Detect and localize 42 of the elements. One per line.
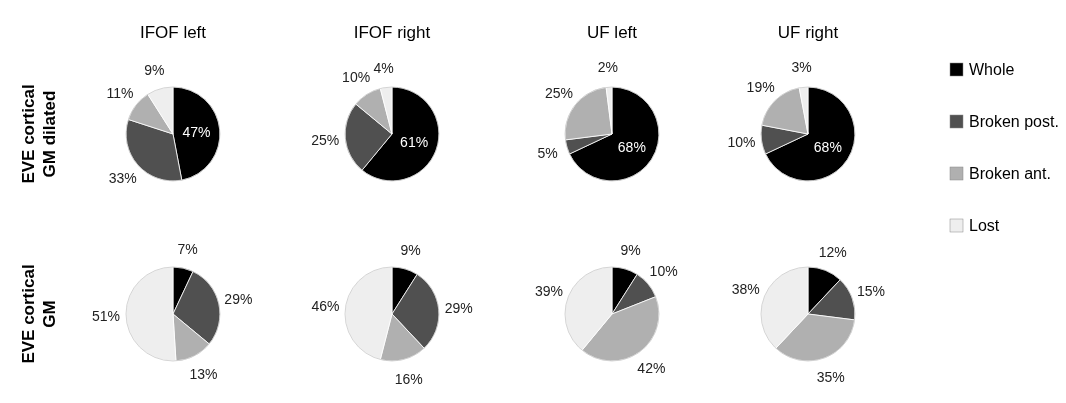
legend-label: Whole <box>969 61 1015 78</box>
data-label: 3% <box>791 59 812 76</box>
data-label: 29% <box>224 291 253 308</box>
data-label: 13% <box>189 365 218 382</box>
data-label: 10% <box>649 263 678 280</box>
legend-label: Lost <box>969 217 1000 234</box>
legend-label: Broken post. <box>969 113 1059 130</box>
data-label: 4% <box>373 59 394 76</box>
chart-title: IFOF right <box>353 23 431 42</box>
data-label: 25% <box>311 132 340 149</box>
data-label: 10% <box>727 134 756 151</box>
data-label: 42% <box>637 360 666 377</box>
data-label: 68% <box>813 138 842 155</box>
data-label: 2% <box>597 59 618 76</box>
data-label: 25% <box>545 84 574 101</box>
data-label: 68% <box>617 138 646 155</box>
data-label: 16% <box>394 370 423 387</box>
chart-title: UF right <box>777 23 839 42</box>
data-label: 9% <box>144 61 165 78</box>
data-label: 5% <box>537 144 558 161</box>
text: EVE cortical GM <box>19 264 59 364</box>
data-label: 33% <box>108 170 137 187</box>
chart-title: UF left <box>586 23 638 42</box>
data-label: 29% <box>444 299 473 316</box>
data-label: 11% <box>106 84 134 101</box>
data-label: 9% <box>620 241 641 258</box>
data-label: 39% <box>534 283 563 300</box>
data-label: 35% <box>816 369 845 386</box>
legend-label: Broken ant. <box>969 165 1051 182</box>
data-label: 7% <box>177 240 198 257</box>
data-label: 51% <box>92 308 121 325</box>
text: EVE cortical GM dilated <box>19 84 59 184</box>
data-label: 47% <box>182 123 211 140</box>
data-label: 46% <box>311 297 340 314</box>
data-label: 10% <box>342 69 371 86</box>
data-label: 61% <box>400 133 429 150</box>
data-label: 19% <box>746 78 775 95</box>
data-label: 15% <box>857 283 886 300</box>
data-label: 12% <box>818 243 847 260</box>
data-label: 38% <box>731 281 760 298</box>
data-label: 9% <box>400 241 421 258</box>
chart-title: IFOF left <box>139 23 207 42</box>
